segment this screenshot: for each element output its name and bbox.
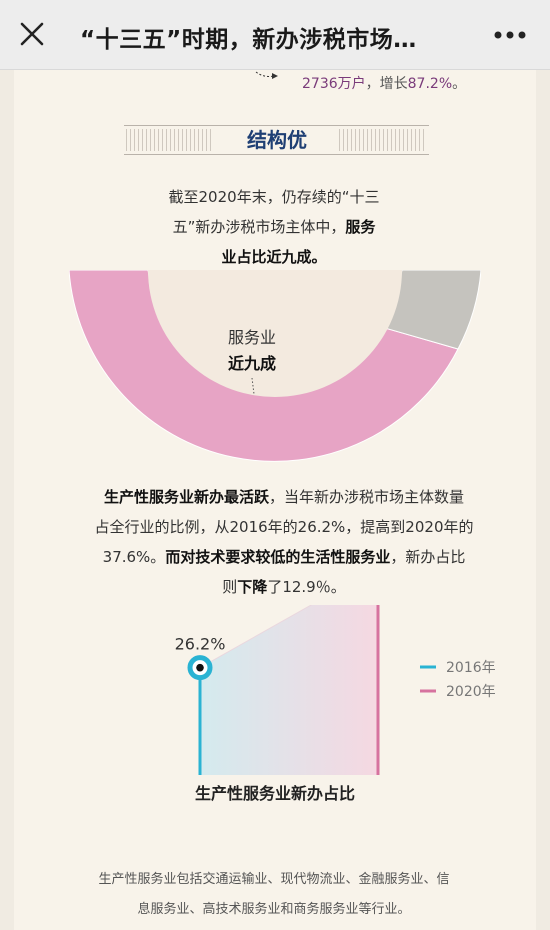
close-icon xyxy=(20,22,44,46)
para-line-4: 则下降了12.9％。 xyxy=(74,572,494,602)
top-stat-separator: ， xyxy=(365,76,380,92)
legend-label-2020年: 2020年 xyxy=(446,684,496,700)
donut-leader-line xyxy=(251,377,255,395)
chart-title: 生产性服务业新办占比 xyxy=(194,784,355,803)
top-stat-growth-label: 增长 xyxy=(379,76,408,92)
page-title: “十三五”时期，新办涉税市场… xyxy=(80,27,417,53)
top-bar: “十三五”时期，新办涉税市场… xyxy=(0,0,550,70)
data-label-2016年: 26.2% xyxy=(175,635,226,654)
para-line-3-text: 37.6%。 xyxy=(102,548,166,566)
top-stat-growth-value: 87.2% xyxy=(407,76,453,92)
para-line-1: 生产性服务业新办最活跃，当年新办涉税市场主体数量 xyxy=(74,482,494,512)
para-line-2: 占全行业的比例，从2016年的26.2%，提高到2020年的 xyxy=(94,518,474,536)
top-stat-end: 。 xyxy=(452,76,467,92)
donut-label: 服务业 xyxy=(228,328,276,347)
footnote-line-2: 息服务业、高技术服务业和商务服务业等行业。 xyxy=(137,902,411,917)
footnote: 生产性服务业包括交通运输业、现代物流业、金融服务业、信 息服务业、高技术服务业和… xyxy=(74,865,474,925)
footnote-line-1: 生产性服务业包括交通运输业、现代物流业、金融服务业、信 xyxy=(98,872,450,887)
arrow-tail-icon xyxy=(255,71,278,79)
para-line-3-end: ，新办占比 xyxy=(390,548,466,566)
slope-area xyxy=(200,605,378,775)
slope-line xyxy=(199,605,313,669)
intro-line-3: 业占比近九成。 xyxy=(124,242,424,272)
intro-line-1: 截至2020年末，仍存续的“十三 xyxy=(168,188,380,206)
intro-line-3-bold: 业占比近九成。 xyxy=(221,248,327,266)
legend-label-2016年: 2016年 xyxy=(446,660,496,676)
intro-line-2: 五”新办涉税市场主体中，服务 xyxy=(124,212,424,242)
more-icon xyxy=(494,31,526,39)
para-line-4-end: 了12.9％。 xyxy=(267,578,346,596)
intro-line-2-bold: 服务 xyxy=(345,218,376,236)
banner-stripe-left xyxy=(126,129,214,151)
donut-inner xyxy=(148,270,402,397)
intro-text: 截至2020年末，仍存续的“十三 五”新办涉税市场主体中，服务 业占比近九成。 xyxy=(124,182,424,272)
body-paragraph: 生产性服务业新办最活跃，当年新办涉税市场主体数量 占全行业的比例，从2016年的… xyxy=(74,482,494,602)
frame-left xyxy=(0,70,14,930)
service-donut-chart: 服务业 近九成 xyxy=(69,270,481,462)
para-line-1-bold: 生产性服务业新办最活跃 xyxy=(103,488,269,506)
para-line-4-start: 则 xyxy=(222,578,238,596)
article-content[interactable]: 2736万户，增长87.2%。 结构优 截至2020年末，仍存续的“十三 五”新… xyxy=(14,70,536,930)
para-line-3: 37.6%。而对技术要求较低的生活性服务业，新办占比 xyxy=(74,542,494,572)
donut-value-label: 近九成 xyxy=(228,354,276,373)
para-line-4-bold: 下降 xyxy=(237,578,268,596)
point-dot-2016年 xyxy=(196,663,204,672)
top-stat-value: 2736万户 xyxy=(302,76,366,92)
close-button[interactable] xyxy=(16,18,48,50)
para-line-1-text: ，当年新办涉税市场主体数量 xyxy=(269,488,465,506)
section-title: 结构优 xyxy=(218,126,336,154)
para-line-3-bold: 而对技术要求较低的生活性服务业 xyxy=(165,548,391,566)
banner-stripe-right xyxy=(339,129,427,151)
more-button[interactable] xyxy=(488,22,532,48)
frame-right xyxy=(536,70,550,930)
intro-line-2-text: 五”新办涉税市场主体中， xyxy=(172,218,346,236)
section-banner: 结构优 xyxy=(124,125,429,155)
top-stat: 2736万户，增长87.2%。 xyxy=(302,73,466,93)
